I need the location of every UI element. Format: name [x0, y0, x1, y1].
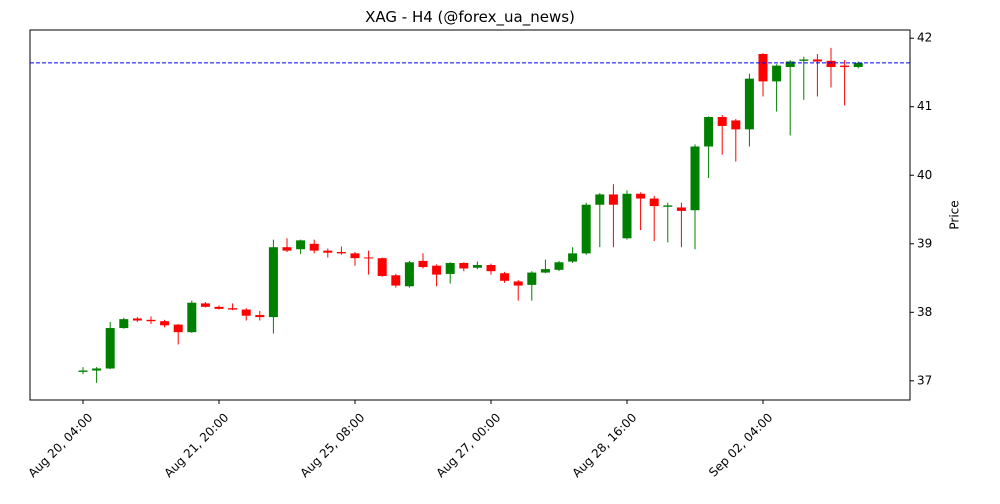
chart-title: XAG - H4 (@forex_ua_news): [365, 8, 575, 27]
candle-body: [336, 252, 346, 254]
candle-body: [418, 260, 428, 268]
candle-body: [500, 273, 510, 281]
candle-body: [704, 117, 714, 147]
candle-body: [472, 265, 482, 268]
candle-body: [540, 269, 550, 273]
candle-body: [772, 65, 782, 82]
candle-body: [785, 61, 795, 67]
candle-body: [636, 193, 646, 199]
candle-body: [622, 193, 632, 239]
y-tick-label: 39: [917, 236, 932, 250]
candle-body: [132, 318, 142, 321]
candle-body: [581, 204, 591, 254]
candle-body: [432, 265, 442, 275]
candle-body: [840, 65, 850, 67]
candle-body: [350, 253, 360, 259]
plot-frame: [29, 29, 911, 401]
y-tick-label: 41: [917, 99, 932, 113]
candle-body: [364, 257, 374, 259]
candle-body: [78, 370, 88, 372]
candle-body: [717, 117, 727, 126]
candle-body: [377, 258, 387, 276]
candle-body: [214, 306, 224, 309]
candle-body: [690, 146, 700, 211]
candle-body: [486, 265, 496, 272]
y-axis-label: Price: [948, 200, 962, 229]
candle-body: [568, 253, 578, 262]
candle-body: [758, 53, 768, 82]
candle-body: [595, 194, 605, 205]
candle-body: [459, 262, 469, 269]
candle-body: [105, 328, 115, 369]
candle-body: [323, 250, 333, 253]
candle-body: [608, 194, 618, 205]
candle-body: [282, 247, 292, 251]
x-tick-label: Aug 27, 00:00: [434, 410, 504, 480]
candle-body: [826, 60, 836, 67]
y-tick-label: 42: [917, 31, 932, 45]
x-tick-label: Sep 02, 04:00: [706, 410, 775, 479]
candle-body: [173, 324, 183, 333]
candle-body: [676, 207, 686, 211]
candle-body: [527, 272, 537, 285]
candle-body: [296, 240, 306, 250]
candle-body: [309, 243, 319, 251]
candle-body: [731, 120, 741, 130]
candle-body: [92, 368, 102, 371]
candle-body: [404, 262, 414, 287]
candle-body: [853, 62, 863, 67]
candle-body: [391, 275, 401, 286]
candle-body: [445, 262, 455, 274]
x-tick-label: Aug 28, 16:00: [570, 410, 640, 480]
candle-body: [255, 315, 265, 318]
candle-body: [663, 205, 673, 207]
y-tick-label: 37: [917, 373, 932, 387]
candle-body: [119, 319, 129, 329]
candle-body: [554, 262, 564, 270]
candle-body: [241, 309, 251, 316]
y-tick-label: 38: [917, 305, 932, 319]
x-tick-label: Aug 21, 20:00: [162, 410, 232, 480]
candle-body: [812, 59, 822, 62]
candle-body: [200, 303, 210, 307]
x-tick-label: Aug 25, 08:00: [298, 410, 368, 480]
candle-body: [146, 319, 156, 322]
candle-body: [160, 321, 170, 326]
candle-body: [799, 59, 809, 61]
candle-body: [268, 247, 278, 318]
candle-body: [228, 308, 238, 310]
candle-body: [649, 198, 659, 207]
y-tick-label: 40: [917, 168, 932, 182]
candle-body: [187, 302, 197, 333]
candle-body: [513, 281, 523, 286]
x-tick-label: Aug 20, 04:00: [26, 410, 96, 480]
candle-body: [744, 78, 754, 130]
